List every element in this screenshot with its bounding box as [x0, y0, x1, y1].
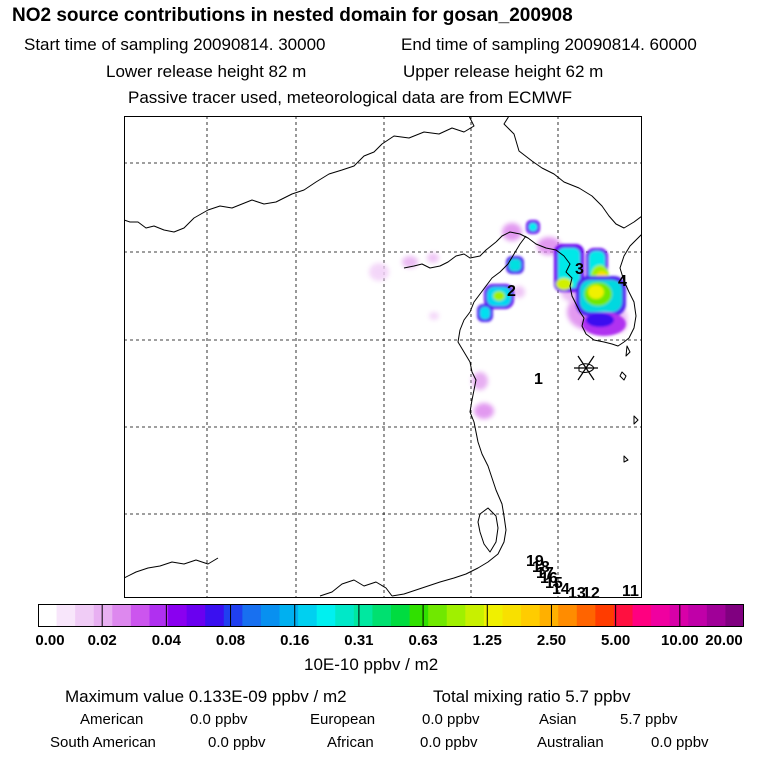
colorbar-cell	[353, 604, 374, 627]
colorbar-cell	[558, 604, 578, 627]
colorbar-cell	[576, 604, 596, 627]
site-labels: 1 2 3 4 19 18 17 16 15 14 13 12 11	[507, 261, 639, 598]
region-value-european: 0.0 ppbv	[422, 711, 480, 728]
colorbar-cell	[242, 604, 262, 627]
site-label-13: 13	[568, 585, 586, 598]
region-value-african: 0.0 ppbv	[420, 734, 478, 751]
colorbar-tick-label: 2.50	[536, 632, 567, 649]
site-label-19: 19	[526, 553, 544, 570]
colorbar-tick-label: 0.16	[280, 632, 310, 649]
colorbar-frame	[38, 604, 744, 627]
colorbar-cell	[316, 604, 336, 627]
gosan-site-marker	[574, 355, 598, 381]
site-label-18: 18	[532, 559, 550, 576]
lat-lon-grid	[124, 116, 642, 598]
colorbar-cell	[260, 604, 281, 627]
region-value-south-american: 0.0 ppbv	[208, 734, 266, 751]
colorbar-cell	[372, 604, 392, 627]
region-name-asian: Asian	[539, 711, 577, 728]
colorbar-cell	[205, 604, 225, 627]
colorbar-cell	[112, 604, 132, 627]
colorbar-tick-label: 5.00	[601, 632, 631, 649]
site-label-1: 1	[534, 371, 543, 388]
colorbar-tick-label: 0.08	[215, 632, 246, 649]
region-value-asian: 5.7 ppbv	[620, 711, 678, 728]
region-value-american: 0.0 ppbv	[190, 711, 248, 728]
tracer-plumes-faint	[369, 223, 628, 419]
colorbar-cell	[279, 604, 299, 627]
coastlines	[124, 116, 642, 597]
colorbar-cell	[93, 604, 113, 627]
colorbar-cell	[446, 604, 466, 627]
colorbar-cell	[669, 604, 689, 627]
start-time: Start time of sampling 20090814. 30000	[24, 35, 326, 54]
upper-release-height: Upper release height 62 m	[403, 62, 604, 81]
maximum-value: Maximum value 0.133E-09 ppbv / m2	[65, 687, 347, 706]
colorbar-cell	[56, 604, 76, 627]
site-label-17: 17	[536, 565, 554, 582]
map-panel: 1 2 3 4 19 18 17 16 15 14 13 12 11	[124, 116, 642, 598]
site-label-2: 2	[507, 283, 516, 300]
colorbar-tick-label: 0.00	[35, 632, 65, 649]
colorbar	[38, 604, 744, 627]
total-mixing-ratio: Total mixing ratio 5.7 ppbv	[433, 687, 631, 706]
tracer-note: Passive tracer used, meteorological data…	[128, 88, 573, 107]
colorbar-tick-label: 0.31	[344, 632, 374, 649]
colorbar-cell	[149, 604, 169, 627]
region-name-australian: Australian	[537, 734, 604, 751]
region-value-australian: 0.0 ppbv	[651, 734, 709, 751]
colorbar-cell	[391, 604, 411, 627]
region-name-european: European	[310, 711, 376, 728]
colorbar-cell	[186, 604, 206, 627]
colorbar-cell	[595, 604, 615, 627]
region-name-african: African	[327, 734, 374, 751]
map-title: NO2 source contributions in nested domai…	[12, 5, 573, 26]
colorbar-cell	[38, 604, 58, 627]
colorbar-cell	[688, 604, 708, 627]
colorbar-cell	[632, 604, 652, 627]
site-label-4: 4	[618, 273, 627, 290]
colorbar-tick-label: 0.63	[408, 632, 438, 649]
colorbar-cell	[502, 604, 522, 627]
colorbar-cell	[651, 604, 671, 627]
colorbar-cell	[168, 604, 188, 627]
region-name-american: American	[80, 711, 144, 728]
site-label-11: 11	[622, 583, 639, 598]
colorbar-cell	[428, 604, 448, 627]
colorbar-cell	[613, 604, 634, 627]
site-label-15: 15	[545, 575, 563, 592]
colorbar-cell	[223, 604, 243, 627]
colorbar-cell	[706, 604, 727, 627]
colorbar-cell	[130, 604, 151, 627]
site-label-12: 12	[582, 585, 600, 598]
colorbar-cell	[465, 604, 485, 627]
colorbar-cell	[75, 604, 95, 627]
region-name-south-american: South American	[50, 734, 156, 751]
site-label-3: 3	[575, 261, 584, 278]
map-frame	[124, 116, 642, 598]
colorbar-cell	[483, 604, 504, 627]
colorbar-tick-label: 0.04	[151, 632, 181, 649]
colorbar-cell	[335, 604, 355, 627]
colorbar-tick-label: 20.00	[705, 632, 743, 649]
colorbar-cell	[298, 604, 318, 627]
colorbar-tick-label: 1.25	[472, 632, 502, 649]
end-time: End time of sampling 20090814. 60000	[401, 35, 697, 54]
colorbar-cell	[409, 604, 429, 627]
colorbar-unit: 10E-10 ppbv / m2	[304, 655, 439, 674]
colorbar-tick-label: 0.02	[87, 632, 117, 649]
site-label-16: 16	[540, 570, 558, 587]
colorbar-cell	[539, 604, 559, 627]
colorbar-tick-label: 10.00	[661, 632, 699, 649]
site-label-14: 14	[552, 581, 570, 598]
colorbar-cell	[521, 604, 541, 627]
lower-release-height: Lower release height 82 m	[106, 62, 307, 81]
colorbar-cell	[725, 604, 744, 627]
